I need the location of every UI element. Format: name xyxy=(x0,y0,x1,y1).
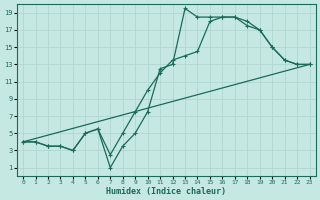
X-axis label: Humidex (Indice chaleur): Humidex (Indice chaleur) xyxy=(106,187,226,196)
